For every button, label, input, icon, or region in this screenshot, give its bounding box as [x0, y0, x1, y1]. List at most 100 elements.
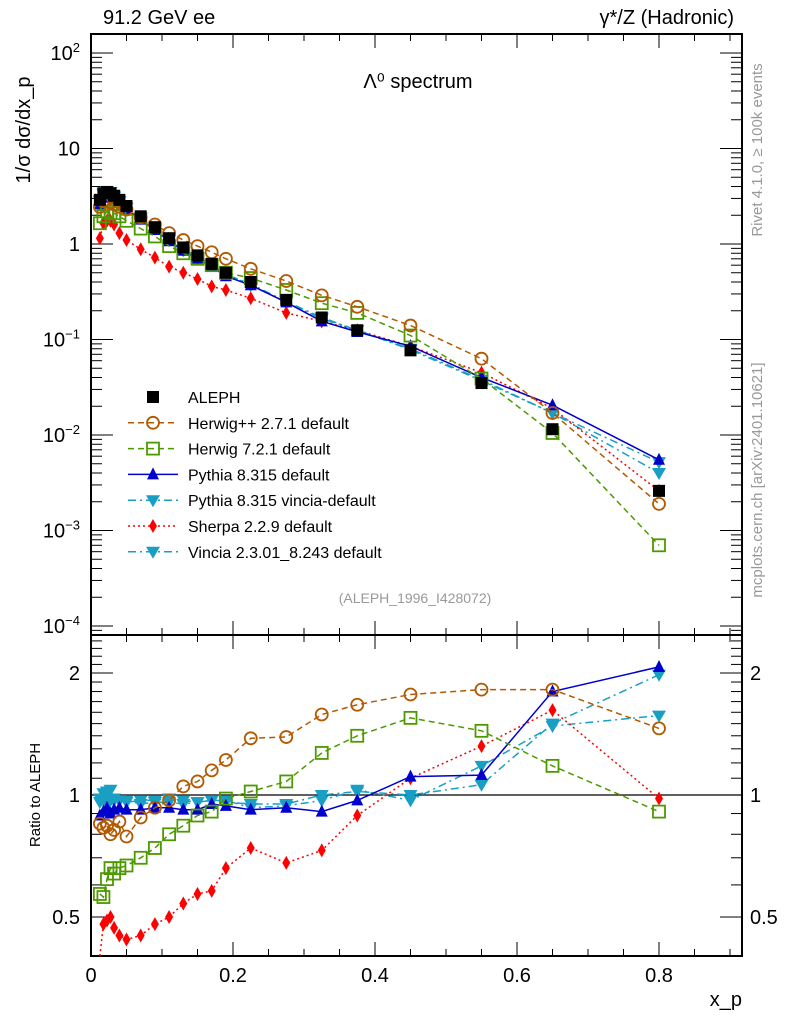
main-data-point — [112, 209, 127, 224]
main-data-point — [244, 276, 257, 289]
legend-label: Herwig 7.2.1 default — [188, 442, 331, 459]
x-tick-label: 0 — [85, 965, 96, 987]
ratio-data-point — [106, 910, 115, 924]
main-data-point — [282, 305, 291, 320]
main-data-point — [165, 259, 174, 274]
legend-item: ALEPH — [147, 390, 240, 407]
main-series-line — [99, 191, 660, 463]
main-series-herwig-2-7-1-default — [92, 192, 666, 511]
legend-marker — [149, 519, 157, 533]
ratio-data-point — [176, 795, 191, 808]
main-series-pythia-8-315-default — [93, 188, 665, 465]
y-tick-label: 10−3 — [43, 518, 80, 543]
ratio-data-point — [474, 779, 489, 792]
header-left: 91.2 GeV ee — [103, 7, 215, 29]
legend-marker — [146, 495, 160, 508]
ratio-axis-ticks — [90, 635, 742, 956]
ratio-data-point — [243, 784, 258, 799]
x-tick-labels: 0 0.2 0.4 0.6 0.8 — [85, 965, 672, 987]
ratio-data-point — [221, 861, 230, 876]
ratio-y-tick-label: 2 — [69, 663, 80, 685]
main-data-point — [219, 266, 232, 279]
main-data-point — [134, 210, 147, 223]
main-data-point — [204, 245, 219, 260]
main-series-line — [99, 210, 660, 546]
main-data-point — [193, 272, 202, 287]
ratio-series-herwig-7-2-1-default — [92, 710, 666, 904]
x-tick-label: 0.2 — [219, 965, 247, 987]
main-series-aleph — [93, 186, 665, 497]
legend-marker — [146, 441, 160, 456]
ratio-data-point — [193, 886, 202, 901]
main-data-point — [163, 232, 176, 245]
main-data-point — [115, 226, 124, 241]
legend-marker — [146, 546, 160, 559]
rivet-label: Rivet 4.1.0, ≥ 100k events — [749, 63, 766, 236]
ratio-data-point — [652, 710, 666, 723]
legend-item: Pythia 8.315 vincia-default — [128, 493, 376, 510]
ratio-data-point — [177, 802, 190, 815]
main-data-point — [280, 293, 293, 306]
ratio-data-point — [204, 804, 219, 819]
ratio-series-line — [99, 714, 660, 809]
main-data-point — [218, 251, 233, 266]
ratio-data-point — [314, 790, 329, 802]
main-data-point — [350, 299, 365, 314]
ratio-data-point — [122, 932, 131, 947]
ratio-data-point — [176, 818, 191, 833]
main-series-herwig-7-2-1-default — [92, 204, 666, 553]
main-data-point — [475, 377, 488, 390]
y-tick-label: 1 — [69, 234, 80, 256]
main-y-axis-label: 1/σ dσ/dx_p — [13, 77, 35, 184]
ratio-data-point — [112, 861, 127, 876]
legend-item: Herwig 7.2.1 default — [128, 442, 331, 459]
legend-item: Sherpa 2.2.9 default — [128, 519, 333, 536]
main-series-group — [92, 185, 666, 553]
main-data-point — [653, 484, 665, 497]
ratio-data-point — [474, 682, 489, 697]
legend-marker — [146, 415, 160, 430]
ratio-y-axis-label: Ratio to ALEPH — [27, 743, 44, 847]
ratio-data-point — [119, 858, 134, 873]
main-data-point — [546, 423, 559, 436]
legend-label: Herwig++ 2.7.1 default — [188, 416, 350, 433]
ratio-data-point — [136, 928, 145, 943]
main-series-sherpa-2-2-9-default — [95, 213, 663, 498]
ratio-y-tick-label-right: 0.5 — [750, 907, 778, 929]
ratio-y-tick-label-right: 2 — [750, 663, 761, 685]
ratio-data-point — [475, 768, 488, 781]
legend-item: Herwig++ 2.7.1 default — [128, 416, 350, 433]
ratio-data-point — [314, 707, 329, 722]
ratio-data-point — [545, 682, 560, 697]
legend-label: ALEPH — [188, 390, 240, 407]
ratio-data-point — [279, 730, 294, 744]
main-data-point — [315, 311, 328, 324]
ratio-data-point — [655, 791, 663, 806]
ratio-data-point — [314, 746, 329, 760]
ratio-series-herwig-2-7-1-default — [92, 682, 666, 844]
main-data-point — [653, 452, 665, 465]
main-data-point — [207, 279, 216, 294]
ratio-data-point — [162, 793, 177, 808]
ratio-data-point — [548, 703, 557, 718]
ratio-data-point — [404, 769, 417, 782]
ratio-data-point — [403, 687, 418, 702]
analysis-reference: (ALEPH_1996_I428072) — [339, 590, 492, 606]
x-tick-label: 0.8 — [645, 965, 673, 987]
ratio-data-point — [103, 827, 118, 842]
ratio-data-point — [546, 684, 559, 697]
y-tick-label: 10−1 — [43, 327, 80, 352]
main-data-point — [119, 213, 134, 228]
ratio-data-point — [403, 710, 418, 725]
ratio-data-point — [150, 917, 159, 932]
ratio-series-group — [92, 659, 666, 957]
legend-item: Vincia 2.3.01_8.243 default — [128, 545, 382, 562]
ratio-data-point — [652, 669, 666, 682]
ratio-data-point — [165, 910, 174, 924]
ratio-data-point — [317, 843, 326, 858]
ratio-data-point — [112, 814, 127, 829]
x-axis-label: x_p — [710, 989, 742, 1011]
y-tick-label: 10 — [58, 139, 80, 161]
ratio-data-point — [545, 718, 560, 731]
